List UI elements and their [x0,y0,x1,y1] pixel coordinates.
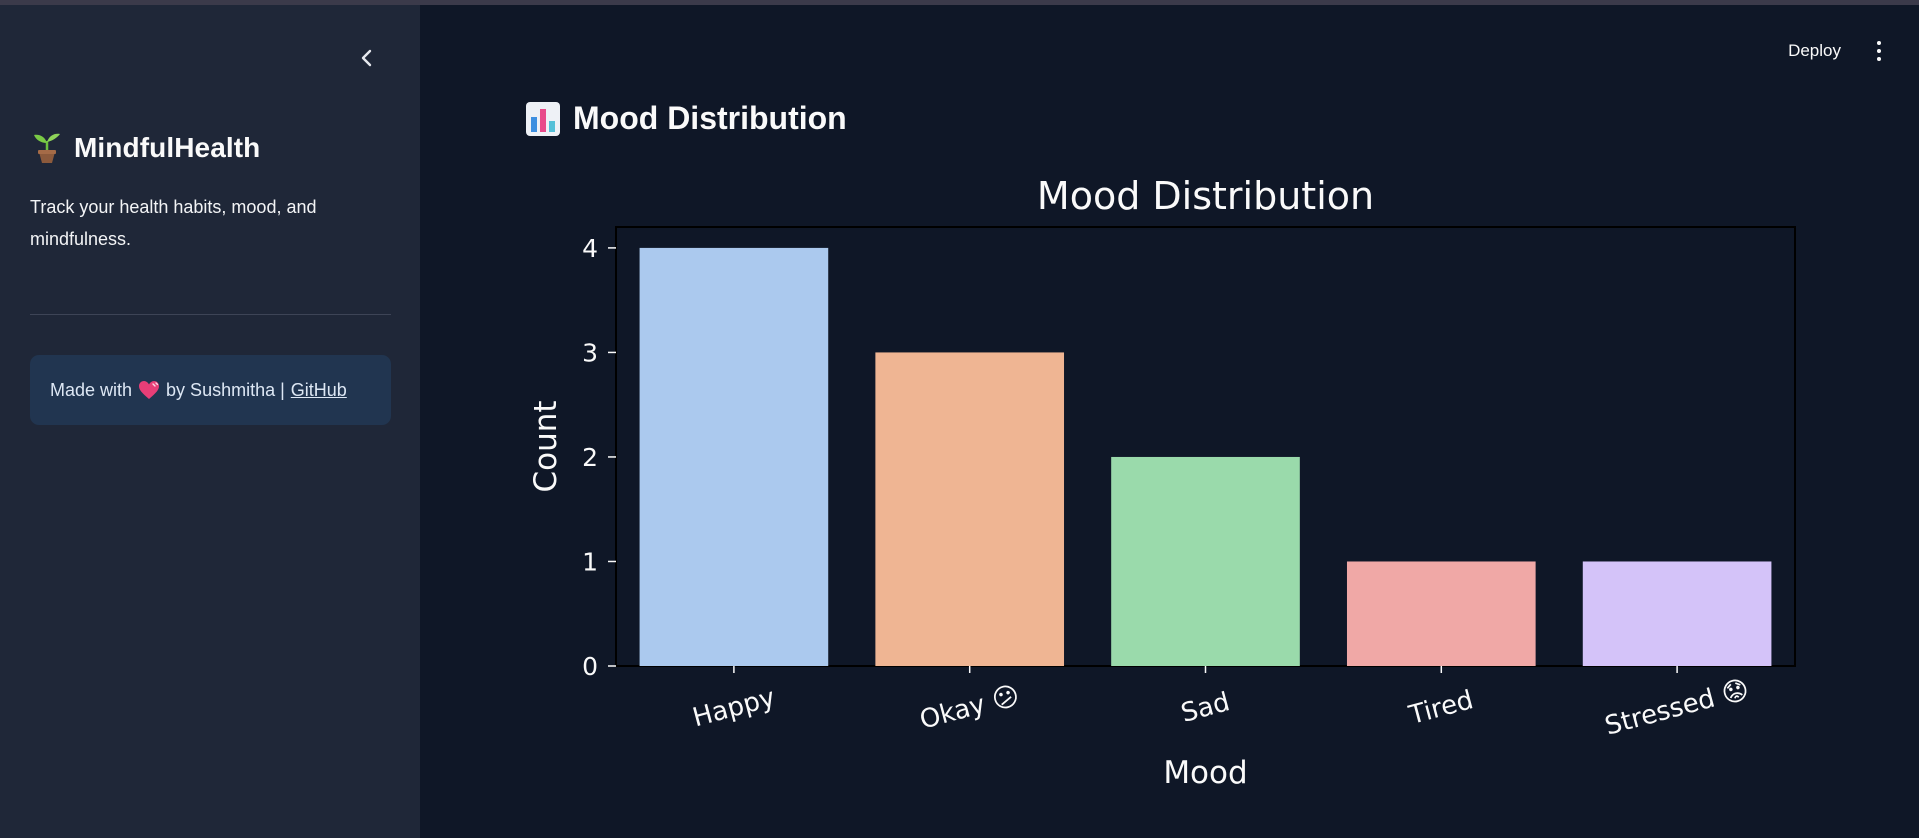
collapse-sidebar-button[interactable] [352,43,382,73]
brand: MindfulHealth [30,131,260,165]
y-tick-label: 2 [582,443,598,472]
x-tick-label: Okay 😕 [917,680,1023,735]
x-tick-label: Stressed 😟 [1602,674,1753,741]
credit-prefix: Made with [50,379,133,400]
x-tick-label: Happy [690,683,779,734]
bar [1346,561,1536,666]
chart-title: Mood Distribution [1037,174,1374,218]
x-axis-label: Mood [1163,755,1247,791]
bar [639,247,829,666]
heart-icon [139,381,160,399]
brand-title: MindfulHealth [74,132,261,163]
y-tick-label: 3 [582,338,598,367]
x-tick-label: Tired [1405,685,1476,731]
credit-by: by Sushmitha | [166,379,285,400]
y-tick-label: 1 [582,547,598,576]
credit-box: Made with by Sushmitha | GitHub [30,355,391,425]
bar [1582,561,1772,666]
brand-description: Track your health habits, mood, and mind… [30,197,317,249]
bar [1111,456,1300,666]
github-link[interactable]: GitHub [290,379,347,400]
mood-distribution-chart: Mood Distribution Happy Okay 😕 Sad Tired Stre… [528,174,1796,791]
bar [875,352,1065,666]
sidebar: MindfulHealth Track your health habits, … [0,5,420,838]
header-actions: Deploy [1788,38,1889,64]
chevron-left-icon [361,49,372,67]
page-title: Mood Distribution [573,100,847,136]
seedling-icon [34,133,60,163]
sidebar-divider [30,314,391,315]
deploy-button[interactable]: Deploy [1788,41,1841,60]
x-tick-label: Sad [1178,687,1233,729]
page-heading: Mood Distribution [525,100,847,137]
y-tick-label: 0 [582,652,598,681]
y-tick-label: 4 [582,234,598,263]
y-axis-label: Count [528,400,564,492]
window-top-strip [0,0,1919,5]
more-vertical-icon[interactable] [1869,38,1889,64]
bar-chart-icon [526,101,560,136]
